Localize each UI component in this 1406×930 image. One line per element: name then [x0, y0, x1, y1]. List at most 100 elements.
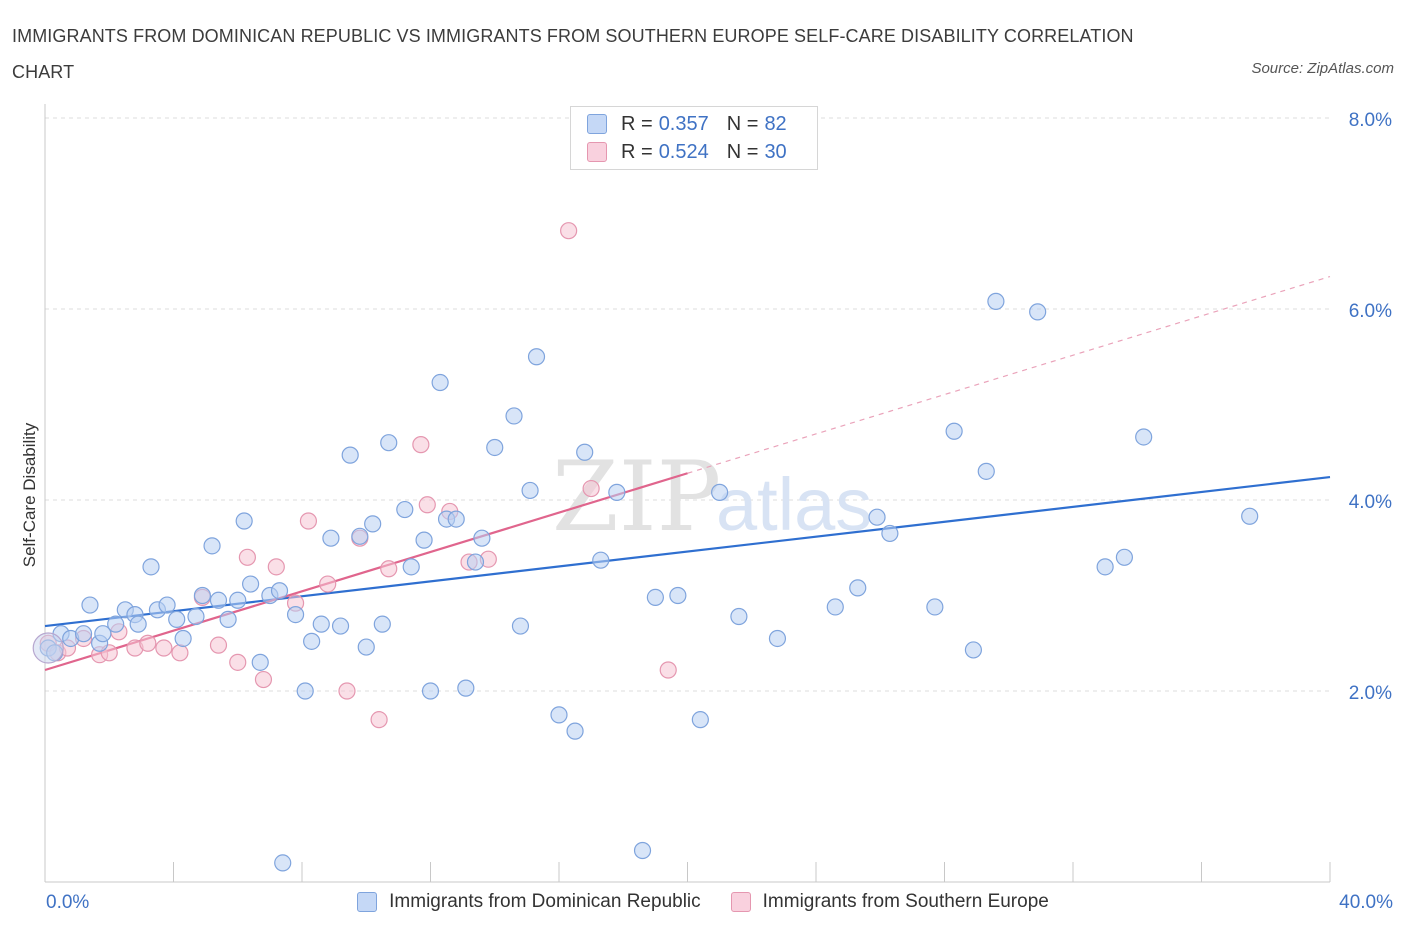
point-dominican [229, 591, 247, 609]
point-dominican [566, 722, 584, 740]
point-dominican [691, 711, 709, 729]
point-dominican [312, 615, 330, 633]
point-dominican [945, 422, 963, 440]
point-dominican [331, 617, 350, 635]
point-dominican [74, 625, 93, 643]
point-dominican [505, 407, 523, 425]
legend-swatch-blue [357, 892, 378, 912]
point-southern-europe [412, 436, 430, 454]
point-southern-europe [209, 636, 228, 654]
legend-r-label: R = [621, 112, 653, 135]
legend-series-name: Immigrants from Dominican Republic [389, 891, 701, 912]
point-dominican [303, 632, 321, 650]
legend-r-value: 0.357 [658, 112, 709, 135]
point-dominican [1135, 428, 1153, 446]
legend-swatch-pink [730, 892, 751, 912]
point-southern-europe [418, 496, 436, 514]
point-dominican [1241, 507, 1259, 525]
point-dominican [168, 610, 186, 628]
legend-series-name: Immigrants from Southern Europe [762, 891, 1049, 912]
legend-swatch-pink [587, 142, 607, 162]
point-dominican [219, 610, 237, 628]
legend-row-southern-europe: R = 0.524 N = 30 [587, 138, 787, 166]
point-dominican [209, 591, 228, 609]
axes [44, 104, 1331, 883]
point-southern-europe [238, 548, 256, 566]
point-dominican [608, 483, 626, 501]
series-legend: Immigrants from Dominican Republic Immig… [0, 888, 1406, 916]
point-dominican [964, 641, 983, 659]
point-dominican [633, 841, 652, 860]
point-dominican [592, 551, 610, 569]
point-southern-europe [659, 661, 677, 679]
point-dominican [527, 348, 546, 366]
point-southern-europe [380, 560, 398, 578]
point-dominican [174, 629, 192, 648]
point-dominican [364, 515, 382, 533]
point-dominican [431, 373, 449, 392]
point-dominican [987, 292, 1005, 310]
point-dominican [466, 553, 485, 571]
legend-n-value: 82 [764, 112, 787, 135]
point-southern-europe [299, 512, 318, 530]
point-dominican [142, 558, 160, 576]
point-dominican [242, 575, 260, 593]
point-dominican [396, 500, 414, 519]
point-dominican [881, 524, 899, 543]
y-tick-label: 6.0% [1349, 301, 1392, 322]
point-dominican [511, 617, 530, 635]
point-dominican [129, 615, 147, 633]
point-dominican [107, 615, 125, 633]
point-dominican [415, 531, 433, 549]
point-dominican [926, 598, 944, 616]
point-southern-europe [229, 653, 247, 671]
legend-n-value: 30 [764, 140, 787, 163]
point-southern-europe [338, 682, 356, 700]
legend-swatch-blue [587, 114, 607, 134]
point-dominican [380, 434, 398, 452]
point-dominican [421, 682, 440, 700]
point-dominican [1029, 303, 1047, 321]
point-dominican [251, 653, 269, 671]
x-tick-label: 0.0% [46, 892, 89, 913]
point-dominican [447, 510, 465, 528]
point-dominican [203, 537, 221, 555]
point-dominican [286, 605, 305, 624]
point-dominican [1115, 548, 1134, 566]
point-southern-europe [155, 639, 173, 657]
legend-item-southern-europe: Immigrants from Southern Europe [730, 891, 1049, 913]
point-dominican [868, 508, 886, 526]
point-dominican [977, 462, 995, 480]
point-dominican [730, 607, 748, 626]
trend-line-southern-europe-extrapolated [687, 275, 1331, 474]
point-dominican [270, 582, 289, 600]
point-dominican [158, 596, 176, 614]
y-axis-label: Self-Care Disability [20, 422, 39, 567]
tick-labels: 2.0% 4.0% 6.0% 8.0% 0.0% 40.0% [46, 110, 1393, 913]
point-dominican [373, 615, 391, 633]
point-dominican [457, 679, 475, 697]
y-tick-label: 4.0% [1349, 492, 1392, 513]
point-dominican [322, 529, 340, 547]
point-dominican [576, 443, 594, 461]
chart-title: IMMIGRANTS FROM DOMINICAN REPUBLIC VS IM… [12, 26, 1134, 82]
watermark-zip: ZIP [552, 441, 721, 553]
point-southern-europe [370, 711, 388, 729]
point-dominican [274, 854, 292, 872]
source-label: Source: ZipAtlas.com [1251, 60, 1394, 77]
point-southern-europe [560, 222, 578, 240]
trend-lines [44, 275, 1331, 672]
point-dominican [351, 527, 369, 545]
point-dominican [296, 682, 314, 700]
point-cluster [32, 632, 64, 664]
point-southern-europe [582, 479, 600, 498]
point-dominican [357, 638, 375, 656]
legend-n-label: N = [726, 140, 759, 163]
point-southern-europe [171, 644, 189, 662]
stats-legend: R = 0.357 N = 82 R = 0.524 N = 30 [570, 106, 818, 170]
y-tick-label: 8.0% [1349, 110, 1392, 131]
x-tick-label: 40.0% [1339, 892, 1393, 913]
trend-line-dominican [44, 475, 1331, 628]
legend-row-dominican: R = 0.357 N = 82 [587, 110, 787, 138]
